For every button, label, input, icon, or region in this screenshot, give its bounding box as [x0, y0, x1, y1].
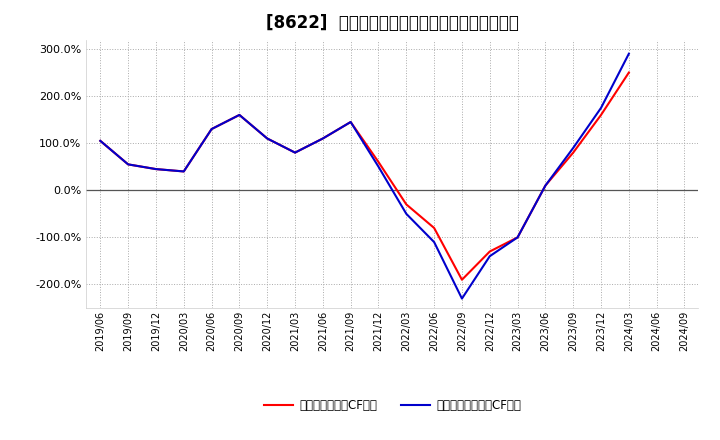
- 有利子負債フリーCF比率: [346, 119, 355, 125]
- 有利子負債営業CF比率: [513, 235, 522, 240]
- 有利子負債フリーCF比率: [569, 145, 577, 150]
- 有利子負債営業CF比率: [152, 166, 161, 172]
- 有利子負債フリーCF比率: [541, 183, 550, 188]
- 有利子負債フリーCF比率: [124, 162, 132, 167]
- 有利子負債営業CF比率: [402, 202, 410, 207]
- 有利子負債営業CF比率: [235, 112, 243, 117]
- 有利子負債営業CF比率: [318, 136, 327, 141]
- 有利子負債営業CF比率: [485, 249, 494, 254]
- Line: 有利子負債営業CF比率: 有利子負債営業CF比率: [100, 73, 629, 280]
- 有利子負債フリーCF比率: [597, 105, 606, 110]
- 有利子負債フリーCF比率: [513, 235, 522, 240]
- 有利子負債営業CF比率: [263, 136, 271, 141]
- 有利子負債営業CF比率: [179, 169, 188, 174]
- 有利子負債フリーCF比率: [624, 51, 633, 56]
- 有利子負債フリーCF比率: [458, 296, 467, 301]
- 有利子負債営業CF比率: [374, 159, 383, 165]
- 有利子負債営業CF比率: [458, 277, 467, 282]
- 有利子負債フリーCF比率: [179, 169, 188, 174]
- 有利子負債フリーCF比率: [374, 164, 383, 169]
- 有利子負債フリーCF比率: [430, 239, 438, 245]
- 有利子負債フリーCF比率: [402, 211, 410, 216]
- 有利子負債営業CF比率: [124, 162, 132, 167]
- 有利子負債営業CF比率: [291, 150, 300, 155]
- 有利子負債営業CF比率: [207, 126, 216, 132]
- 有利子負債フリーCF比率: [152, 166, 161, 172]
- Title: [8622]  有利子負債キャッシュフロー比率の推移: [8622] 有利子負債キャッシュフロー比率の推移: [266, 15, 519, 33]
- 有利子負債営業CF比率: [624, 70, 633, 75]
- Line: 有利子負債フリーCF比率: 有利子負債フリーCF比率: [100, 54, 629, 299]
- 有利子負債フリーCF比率: [263, 136, 271, 141]
- 有利子負債営業CF比率: [569, 150, 577, 155]
- 有利子負債営業CF比率: [541, 183, 550, 188]
- 有利子負債フリーCF比率: [485, 253, 494, 259]
- Legend: 有利子負債営業CF比率, 有利子負債フリーCF比率: 有利子負債営業CF比率, 有利子負債フリーCF比率: [259, 394, 526, 417]
- 有利子負債フリーCF比率: [207, 126, 216, 132]
- 有利子負債営業CF比率: [597, 112, 606, 117]
- 有利子負債フリーCF比率: [96, 138, 104, 143]
- 有利子負債営業CF比率: [430, 225, 438, 231]
- 有利子負債フリーCF比率: [318, 136, 327, 141]
- 有利子負債営業CF比率: [346, 119, 355, 125]
- 有利子負債フリーCF比率: [235, 112, 243, 117]
- 有利子負債営業CF比率: [96, 138, 104, 143]
- 有利子負債フリーCF比率: [291, 150, 300, 155]
